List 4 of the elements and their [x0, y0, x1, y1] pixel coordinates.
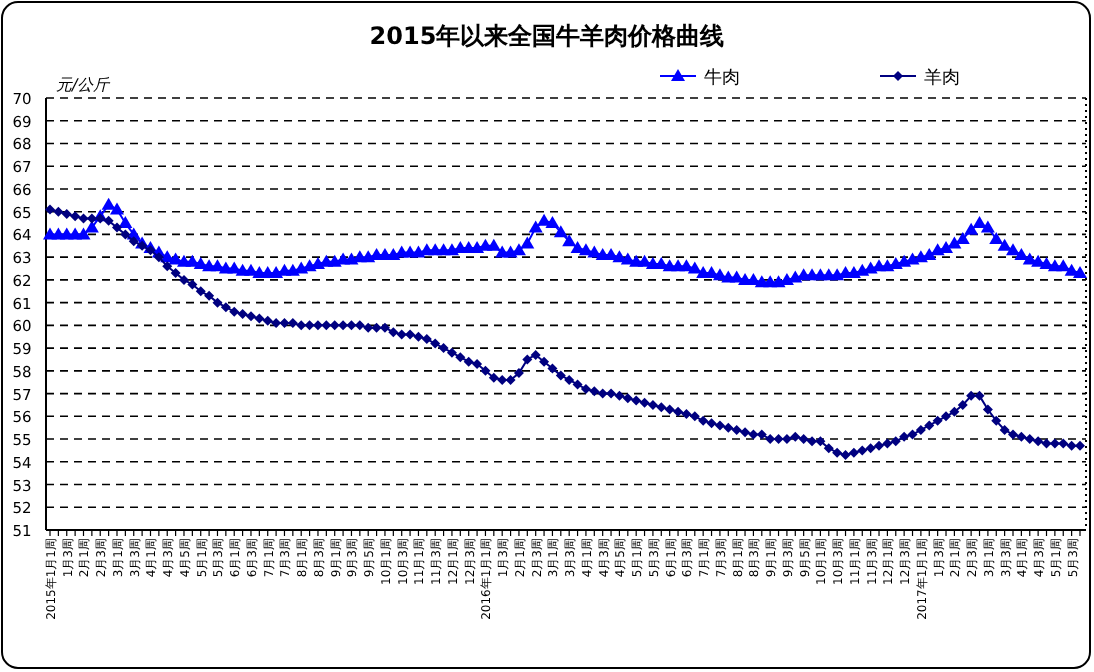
- y-axis-title: 元/公斤: [56, 76, 112, 94]
- chart-title: 2015年以来全国牛羊肉价格曲线: [369, 22, 725, 50]
- legend-label: 羊肉: [924, 67, 960, 89]
- legend-label: 牛肉: [704, 67, 740, 89]
